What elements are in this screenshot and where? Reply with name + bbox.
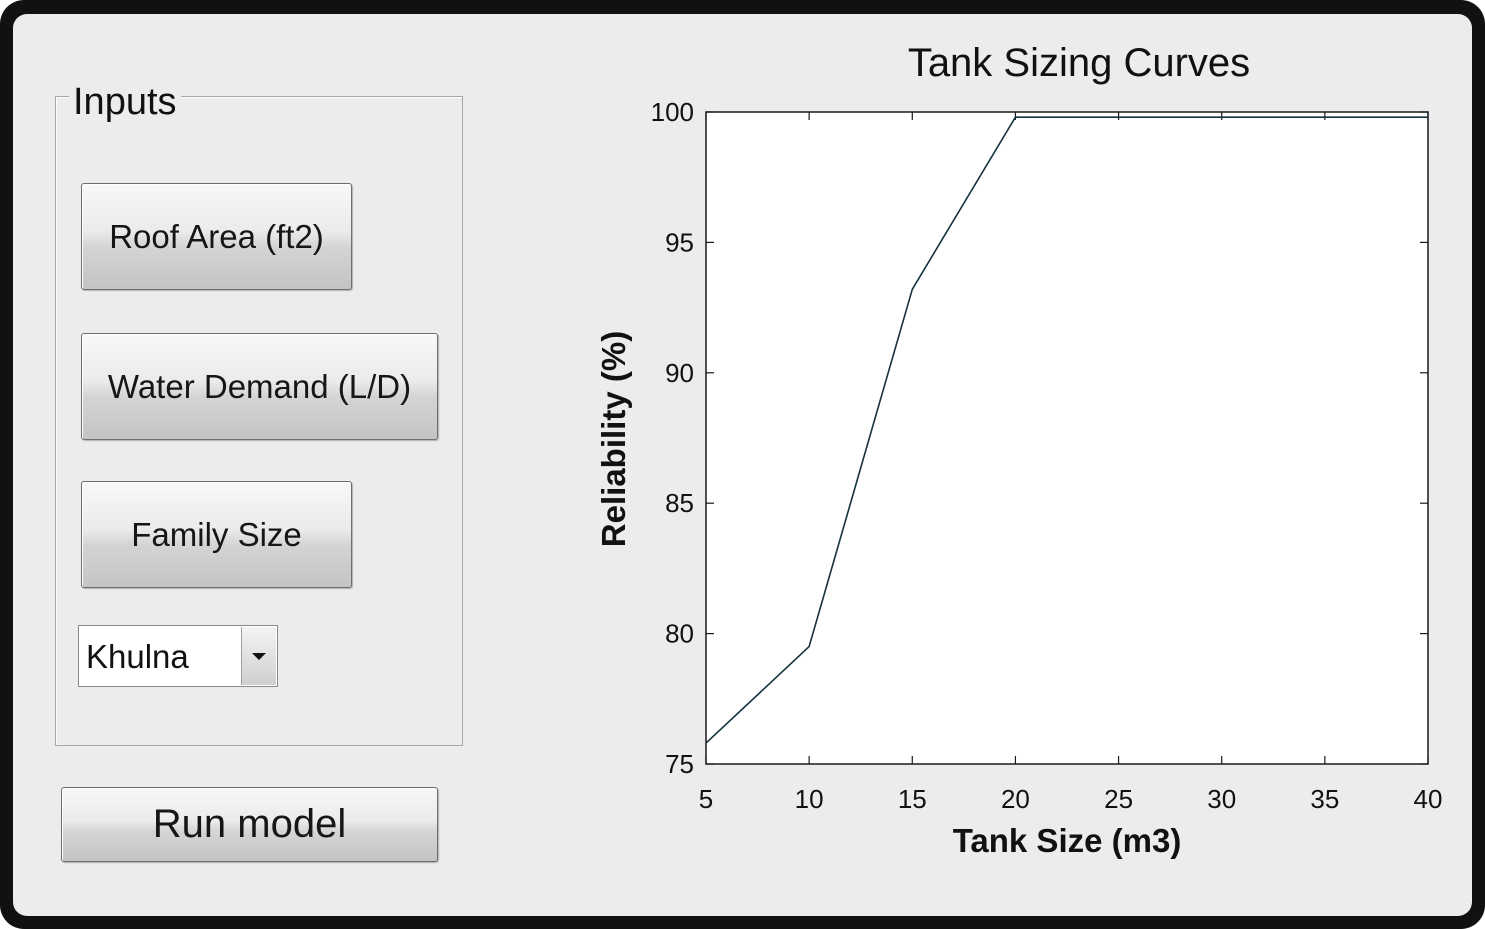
y-tick-label: 80 [665, 619, 694, 649]
y-tick-label: 95 [665, 227, 694, 257]
axis-ticks: 5 10 15 20 25 30 35 40 75 80 85 90 95 100 [651, 97, 1443, 814]
y-tick-label: 85 [665, 488, 694, 518]
inputs-panel-title: Inputs [69, 80, 181, 124]
location-select[interactable]: Khulna [78, 625, 278, 687]
y-tick-label: 75 [665, 749, 694, 779]
roof-area-button[interactable]: Roof Area (ft2) [81, 183, 352, 290]
series-line [705, 116, 1428, 744]
x-tick-label: 35 [1310, 784, 1339, 814]
chevron-down-icon[interactable] [241, 627, 276, 685]
family-size-button[interactable]: Family Size [81, 481, 352, 588]
x-tick-label: 30 [1207, 784, 1236, 814]
y-tick-label: 90 [665, 358, 694, 388]
y-tick-label: 100 [651, 97, 694, 127]
water-demand-button[interactable]: Water Demand (L/D) [81, 333, 438, 440]
x-tick-label: 15 [898, 784, 927, 814]
y-axis-label: Reliability (%) [595, 331, 632, 547]
inputs-panel [55, 96, 463, 746]
run-model-button[interactable]: Run model [61, 787, 438, 862]
x-tick-label: 10 [795, 784, 824, 814]
chart-title: Tank Sizing Curves [908, 41, 1250, 85]
series-group [705, 116, 1428, 744]
x-axis-label: Tank Size (m3) [953, 822, 1182, 859]
x-tick-label: 5 [699, 784, 713, 814]
app-window: Inputs Roof Area (ft2) Water Demand (L/D… [13, 14, 1472, 916]
x-tick-label: 25 [1104, 784, 1133, 814]
plot-area [705, 111, 1429, 765]
x-tick-label: 40 [1414, 784, 1443, 814]
tank-sizing-chart: Tank Sizing Curves 5 10 15 20 25 30 35 40 75 80 85… [595, 41, 1443, 859]
x-tick-label: 20 [1001, 784, 1030, 814]
location-select-value: Khulna [86, 638, 189, 675]
